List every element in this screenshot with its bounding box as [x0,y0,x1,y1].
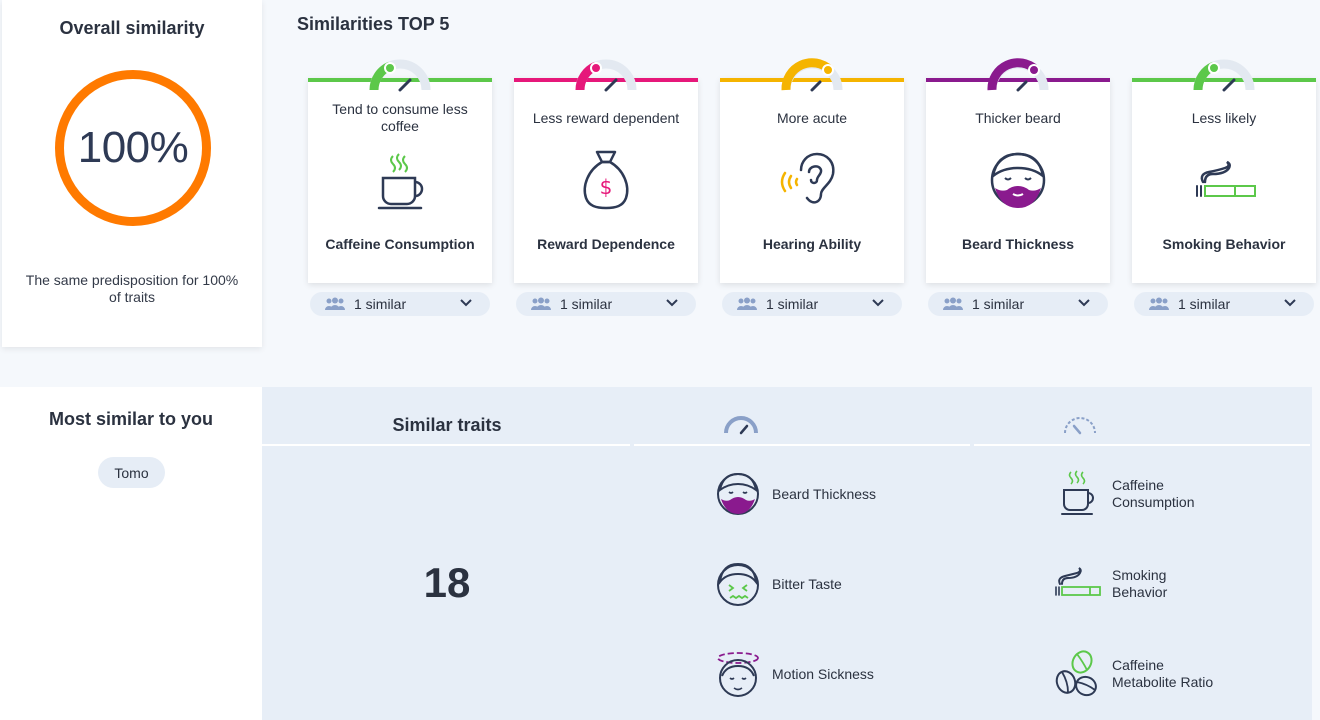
header-divider [262,444,630,446]
chevron-down-icon [666,299,678,307]
low-gauge-icon [575,59,637,92]
people-icon [325,297,345,310]
coffee-beans-icon [1055,650,1097,697]
trait-item[interactable]: Caffeine Metabolite Ratio [1052,648,1232,700]
card-bottom-label: Smoking Behavior [1162,235,1286,252]
card-top-label: More acute [776,109,848,126]
svg-text:$: $ [600,175,613,199]
header-divider [634,444,970,446]
similar-count-label: 1 similar [354,296,407,312]
top5-title: Similarities TOP 5 [297,14,450,34]
most-similar-title: Most similar to you [48,409,214,429]
similarity-description: The same predisposition for 100% of trai… [25,272,239,305]
trait-item[interactable]: Beard Thickness [712,468,876,520]
high-gauge-icon [724,416,758,435]
bearded-face-icon [717,472,759,515]
most-similar-panel: Most similar to you [0,387,262,720]
trait-card-smoking[interactable]: Less likely Smoking Behavior [1132,59,1316,283]
trait-item[interactable]: Motion Sickness [712,648,874,700]
similar-count-dropdown[interactable]: 1 similar [722,292,902,316]
similar-traits-panel: Similar traits 18 Beard Thickness Bitter… [262,387,1312,720]
similar-count-label: 1 similar [766,296,819,312]
similar-count-label: 1 similar [972,296,1025,312]
people-icon [1149,297,1169,310]
chevron-down-icon [1078,299,1090,307]
high-gauge-icon [987,58,1049,92]
money-bag-icon: $ [583,150,629,210]
trait-card-beard[interactable]: Thicker beard Beard Thickness [926,58,1110,283]
high-gauge-icon [781,58,843,92]
trait-item[interactable]: Smoking Behavior [1052,558,1192,610]
card-top-label: Less reward dependent [532,109,680,126]
chevron-down-icon [872,299,884,307]
header-divider [974,444,1310,446]
trait-card-caffeine[interactable]: Tend to consume less coffee Caffeine Con… [308,59,492,283]
trait-label: Motion Sickness [772,665,874,682]
coffee-cup-icon [377,153,424,210]
cigarette-icon [1055,567,1101,596]
similar-count-dropdown[interactable]: 1 similar [1134,292,1314,316]
bitter-face-icon [717,562,759,606]
card-color-bar [308,78,492,82]
similar-count-dropdown[interactable]: 1 similar [928,292,1108,316]
similarity-ring: 100% [55,70,211,226]
trait-item[interactable]: Bitter Taste [712,558,842,610]
trait-label: Caffeine Metabolite Ratio [1112,657,1214,690]
card-color-bar [720,78,904,82]
trait-card-reward[interactable]: Less reward dependent $ Reward Dependenc… [514,59,698,283]
chevron-down-icon [460,299,472,307]
low-gauge-icon [1193,59,1255,92]
card-bottom-label: Hearing Ability [762,235,862,252]
card-top-label: Less likely [1191,109,1257,126]
people-icon [531,297,551,310]
cigarette-icon [1196,160,1256,197]
similarity-percent: 100% [77,123,189,172]
trait-label: Beard Thickness [772,485,877,502]
card-top-label: Tend to consume less coffee [332,101,468,134]
trait-card-hearing[interactable]: More acute Hearing Ability [720,58,904,283]
card-bottom-label: Beard Thickness [961,235,1075,252]
trait-label: Smoking Behavior [1112,567,1168,600]
overall-similarity-title: Overall similarity [59,18,205,38]
similar-count-label: 1 similar [560,296,613,312]
similar-count-dropdown[interactable]: 1 similar [516,292,696,316]
dizzy-face-icon [717,652,759,697]
people-icon [737,297,757,310]
similar-traits-count: 18 [423,559,471,606]
similar-person-chip[interactable]: Tomo [98,457,165,488]
similar-count-label: 1 similar [1178,296,1231,312]
low-gauge-icon [369,59,431,92]
similar-count-dropdown[interactable]: 1 similar [310,292,490,316]
similar-traits-title: Similar traits [392,415,502,435]
ear-icon [780,152,835,204]
card-bottom-label: Reward Dependence [537,235,675,252]
people-icon [943,297,963,310]
chevron-down-icon [1284,299,1296,307]
trait-item[interactable]: Caffeine Consumption [1052,468,1222,520]
card-color-bar [1132,78,1316,82]
card-color-bar [926,78,1110,82]
card-bottom-label: Caffeine Consumption [325,235,475,252]
trait-label: Bitter Taste [772,575,842,592]
card-top-label: Thicker beard [975,109,1061,126]
low-gauge-icon [1064,417,1096,435]
overall-similarity-panel: Overall similarity 100% The same predisp… [2,0,262,347]
coffee-cup-icon [1061,470,1094,515]
bearded-face-icon [990,152,1046,208]
card-color-bar [514,78,698,82]
trait-label: Caffeine Consumption [1112,477,1195,510]
